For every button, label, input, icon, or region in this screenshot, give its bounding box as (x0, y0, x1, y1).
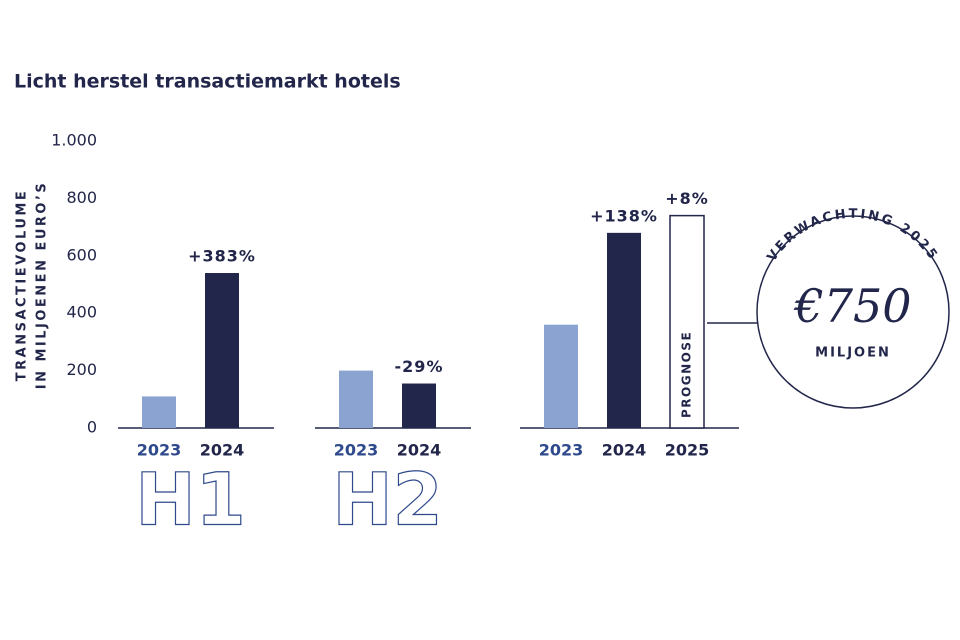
x-tick-label: 2023 (334, 441, 379, 460)
y-tick-label: 800 (66, 188, 97, 207)
value-label: +383% (188, 247, 256, 266)
y-tick-label: 0 (87, 418, 97, 437)
y-tick-label: 200 (66, 360, 97, 379)
y-axis-label: IN MILJOENEN EURO’S (35, 181, 50, 390)
group-label: H1 (135, 458, 245, 542)
x-tick-label: 2024 (397, 441, 442, 460)
x-tick-label: 2023 (137, 441, 182, 460)
value-label: +138% (590, 206, 658, 225)
bar-inner-label: PROGNOSE (680, 331, 694, 418)
bar (142, 396, 176, 428)
bar (607, 232, 641, 428)
bar (669, 214, 705, 429)
forecast-unit: MILJOEN (815, 346, 891, 361)
forecast-circle (756, 215, 950, 409)
x-tick-label: 2024 (602, 441, 647, 460)
y-tick-label: 600 (66, 245, 97, 264)
bar (544, 324, 578, 428)
bar (402, 383, 436, 428)
bar (339, 370, 373, 428)
value-label: -29% (395, 357, 444, 376)
forecast-amount: €750 (792, 279, 911, 333)
y-tick-label: 1.000 (51, 131, 97, 150)
value-label: +8% (665, 189, 709, 208)
chart-title: Licht herstel transactiemarkt hotels (14, 71, 401, 93)
y-tick-label: 400 (66, 303, 97, 322)
group-label: H2 (332, 458, 442, 542)
bar (205, 273, 239, 428)
arc-text: VERWACHTING 2025 (764, 206, 942, 264)
arc-text-path: VERWACHTING 2025 (764, 206, 939, 264)
x-tick-label: 2024 (200, 441, 245, 460)
x-tick-label: 2025 (665, 441, 710, 460)
y-axis-label: TRANSACTIEVOLUME (15, 189, 30, 381)
x-tick-label: 2023 (539, 441, 584, 460)
